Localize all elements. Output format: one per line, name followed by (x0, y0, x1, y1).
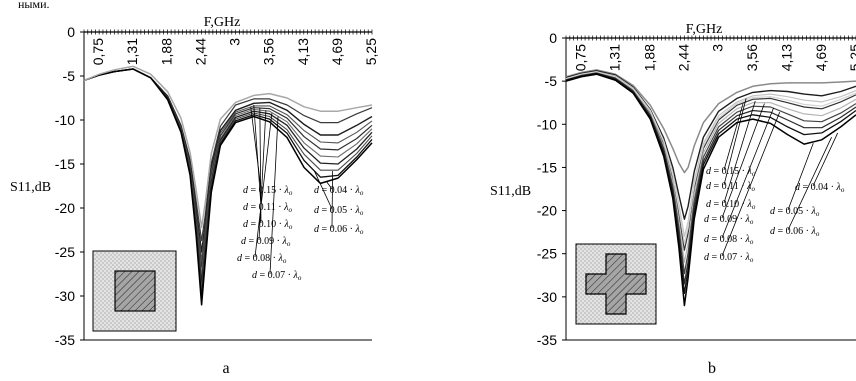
x-tick-label: 0,75 (572, 44, 588, 71)
series-label: d = 0.07 · λo (252, 270, 302, 282)
label-leader-line (269, 116, 279, 275)
series-label: d = 0.15 · λo (243, 185, 293, 197)
y-tick-label: -10 (55, 112, 75, 128)
y-tick-label: -5 (63, 68, 76, 84)
label-leader-line (331, 171, 333, 229)
series-label: d = 0.06 · λo (770, 226, 820, 238)
panel-label: b (708, 360, 716, 377)
series-label: d = 0.10 · λo (706, 199, 756, 211)
x-tick-label: 1,31 (124, 38, 140, 65)
y-axis-title: S11,dB (490, 184, 531, 199)
x-tick-label: 1,88 (159, 38, 175, 65)
label-leader-line (721, 107, 774, 239)
series-label: d = 0.04 · λo (795, 182, 845, 194)
label-leader-line (250, 106, 262, 190)
series-label: d = 0.10 · λo (243, 219, 293, 231)
series-label: d = 0.08 · λo (704, 234, 754, 246)
y-tick-label: -5 (545, 73, 558, 89)
y-tick-label: -15 (55, 156, 75, 172)
series-label: d = 0.11 · λo (243, 202, 292, 214)
y-tick-label: -25 (55, 244, 75, 260)
x-tick-label: 4,69 (813, 44, 829, 71)
series-label: d = 0.15 · λo (706, 166, 756, 178)
y-tick-label: 0 (67, 24, 75, 40)
series-line (83, 68, 373, 268)
series-line (565, 73, 856, 307)
series-line (83, 68, 373, 306)
label-leader-line (253, 105, 262, 207)
series-label: d = 0.05 · λo (770, 206, 820, 218)
y-tick-label: -35 (55, 332, 75, 348)
x-tick-label: 2,44 (193, 38, 209, 65)
cross-patch (585, 253, 647, 315)
label-leader-line (787, 143, 814, 211)
label-leader-line (258, 110, 267, 241)
label-leader-line (787, 137, 832, 231)
label-leader-line (721, 103, 765, 219)
x-tick-label: 4,13 (295, 38, 311, 65)
y-tick-label: 0 (549, 30, 557, 46)
series-line (565, 71, 856, 238)
series-label: d = 0.05 · λo (314, 205, 364, 217)
label-leader-line (721, 112, 781, 257)
label-leader-line (326, 181, 333, 190)
y-tick-label: -25 (537, 246, 557, 262)
x-tick-label: 0,75 (90, 38, 106, 65)
x-axis-title: F,GHz (204, 15, 241, 30)
chart-panel-b: 0 -5 -10 -15 -20 -25 -30 -35 0,75 1,31 1,88 2,44 3 3,… (490, 22, 856, 377)
label-leader-line (314, 170, 333, 210)
series-line (83, 65, 373, 229)
series-line (565, 72, 856, 285)
square-patch (114, 270, 156, 312)
label-leader-line (723, 100, 756, 204)
y-tick-label: -35 (537, 332, 557, 348)
series-line (83, 68, 373, 276)
y-tick-label: -10 (537, 116, 557, 132)
x-tick-label: 2,44 (675, 44, 691, 71)
label-leader-line (812, 132, 839, 187)
series-label: d = 0.06 · λo (314, 224, 364, 236)
series-line (565, 70, 856, 220)
y-tick-label: -30 (55, 288, 75, 304)
label-leader-line (723, 103, 744, 171)
x-tick-label: 4,13 (779, 44, 795, 71)
series-label: d = 0.09 · λo (704, 214, 754, 226)
x-tick-label: 3,56 (261, 38, 277, 65)
x-tick-label: 3 (710, 44, 726, 52)
page-header-fragment: ными. (18, 0, 50, 11)
x-tick-label: 1,31 (606, 44, 622, 71)
y-axis-title: S11,dB (10, 180, 51, 195)
series-label: d = 0.04 · λo (314, 185, 364, 197)
x-tick-label: 4,69 (329, 38, 345, 65)
series-label: d = 0.09 · λo (241, 236, 291, 248)
x-axis-title: F,GHz (686, 22, 723, 37)
x-tick-label: 5,25 (847, 44, 856, 71)
chart-panel-a: 0 -5 -10 -15 -20 -25 -30 -35 0,75 1,31 1,88 2,44 3 3,… (10, 15, 379, 377)
series-line (565, 71, 856, 244)
series-line (565, 69, 856, 174)
label-leader-line (723, 98, 747, 186)
x-tick-label: 3,56 (744, 44, 760, 71)
y-tick-label: -20 (55, 200, 75, 216)
x-tick-label: 5,25 (363, 38, 379, 65)
y-tick-label: -20 (537, 203, 557, 219)
y-tick-label: -15 (537, 159, 557, 175)
series-line (565, 71, 856, 275)
y-tick-label: -30 (537, 289, 557, 305)
antenna-inset (575, 243, 657, 325)
label-leader-line (254, 112, 273, 258)
x-tick-label: 3 (227, 38, 243, 46)
x-tick-label: 1,88 (641, 44, 657, 71)
panel-label: a (222, 360, 229, 377)
antenna-inset (92, 250, 177, 332)
series-label: d = 0.07 · λo (704, 252, 754, 264)
series-label: d = 0.08 · λo (237, 253, 287, 265)
